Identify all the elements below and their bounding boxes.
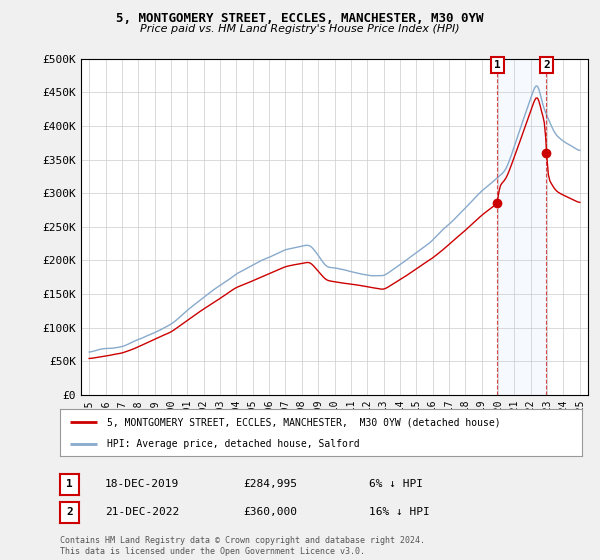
Text: 16% ↓ HPI: 16% ↓ HPI — [369, 507, 430, 517]
Text: 18-DEC-2019: 18-DEC-2019 — [105, 479, 179, 489]
Text: Price paid vs. HM Land Registry's House Price Index (HPI): Price paid vs. HM Land Registry's House … — [140, 24, 460, 34]
Text: 6% ↓ HPI: 6% ↓ HPI — [369, 479, 423, 489]
Text: £284,995: £284,995 — [243, 479, 297, 489]
Text: HPI: Average price, detached house, Salford: HPI: Average price, detached house, Salf… — [107, 438, 359, 449]
Text: 2: 2 — [543, 60, 550, 70]
Text: 21-DEC-2022: 21-DEC-2022 — [105, 507, 179, 517]
Text: 5, MONTGOMERY STREET, ECCLES, MANCHESTER, M30 0YW: 5, MONTGOMERY STREET, ECCLES, MANCHESTER… — [116, 12, 484, 25]
Text: Contains HM Land Registry data © Crown copyright and database right 2024.
This d: Contains HM Land Registry data © Crown c… — [60, 536, 425, 556]
Text: 1: 1 — [494, 60, 501, 70]
Bar — [497, 59, 547, 395]
Text: 1: 1 — [66, 479, 73, 489]
Text: 5, MONTGOMERY STREET, ECCLES, MANCHESTER,  M30 0YW (detached house): 5, MONTGOMERY STREET, ECCLES, MANCHESTER… — [107, 417, 500, 427]
Text: £360,000: £360,000 — [243, 507, 297, 517]
Text: 2: 2 — [66, 507, 73, 517]
